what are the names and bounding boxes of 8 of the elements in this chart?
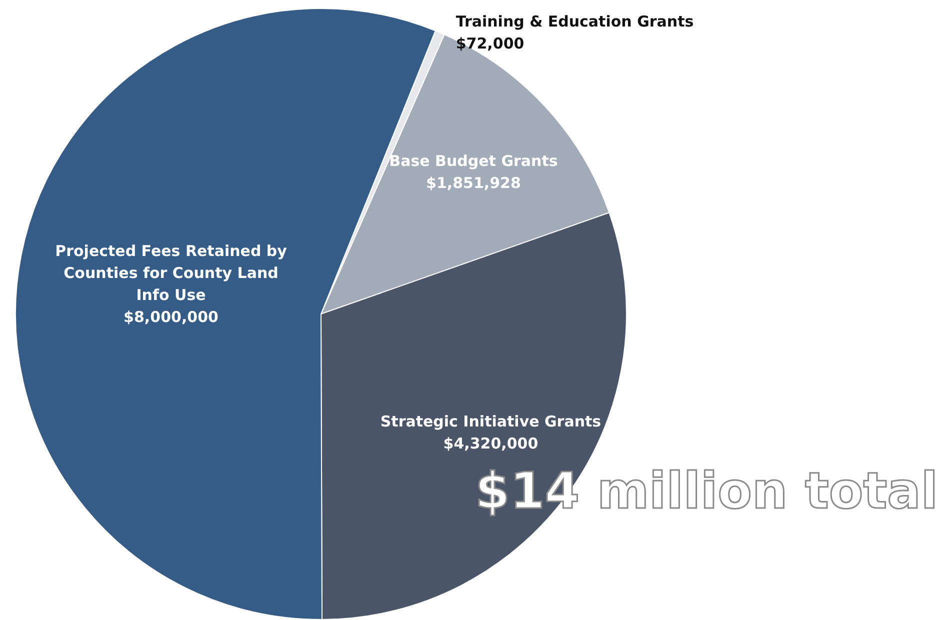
slice-label: Projected Fees Retained by Counties for County Land Info Use <box>55 242 288 304</box>
slice-label: Base Budget Grants <box>389 152 558 170</box>
data-label: $72,000 <box>456 34 524 52</box>
slice-label: Training & Education Grants <box>456 12 694 30</box>
slice-label: Strategic Initiative Grants <box>380 412 602 431</box>
data-label: $8,000,000 <box>124 308 218 326</box>
data-label: $4,320,000 <box>443 434 538 453</box>
data-label: $1,851,928 <box>426 174 521 192</box>
